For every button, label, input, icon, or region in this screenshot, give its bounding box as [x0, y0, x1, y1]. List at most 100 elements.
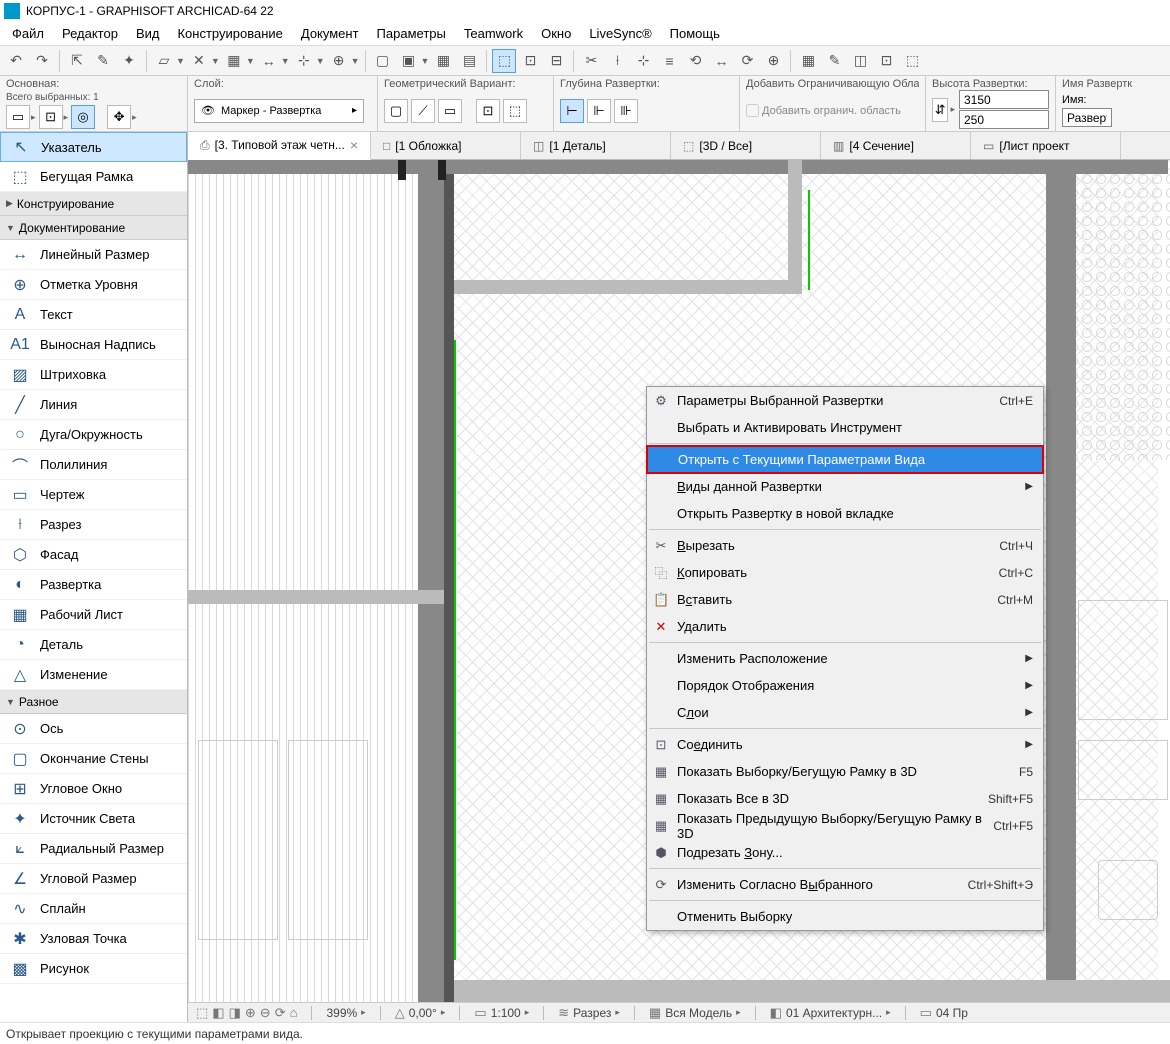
layer-dropdown[interactable]: 👁 Маркер - Развертка ▸ [194, 99, 364, 123]
eyedrop-button[interactable]: ✎ [91, 49, 115, 73]
height-icon[interactable]: ⇵ [932, 98, 948, 122]
dropdown-icon[interactable]: ▸ [31, 112, 36, 123]
v1-button[interactable]: ▦ [796, 49, 820, 73]
view-tab[interactable]: ⎙[3. Типовой этаж четн...× [188, 132, 371, 160]
v3-button[interactable]: ◫ [848, 49, 872, 73]
tool-Линия[interactable]: ╱Линия [0, 390, 187, 420]
tool-Выносная Надпись[interactable]: A1Выносная Надпись [0, 330, 187, 360]
tool-Рабочий Лист[interactable]: ▦Рабочий Лист [0, 600, 187, 630]
angle-value[interactable]: 0,00° [409, 1006, 437, 1020]
geom2[interactable]: ⟋ [411, 99, 435, 123]
tool-Радиальный Размер[interactable]: ⟀Радиальный Размер [0, 834, 187, 864]
sel3-button[interactable]: ▦ [431, 49, 455, 73]
group3-button[interactable]: ⊟ [544, 49, 568, 73]
dropdown-icon[interactable]: ▸ [441, 1007, 446, 1018]
ctx-item[interactable]: ⿻КопироватьCtrl+C [647, 559, 1043, 586]
depth3[interactable]: ⊪ [614, 99, 638, 123]
redo-button[interactable]: ↷ [30, 49, 54, 73]
tool-Угловое Окно[interactable]: ⊞Угловое Окно [0, 774, 187, 804]
dim-button[interactable]: ↔ [257, 49, 281, 73]
ctx-item[interactable]: Виды данной Развертки▶ [647, 473, 1043, 500]
sel-mode2[interactable]: ⊡ [39, 105, 63, 129]
tool-Штриховка[interactable]: ▨Штриховка [0, 360, 187, 390]
tool-Полилиния[interactable]: ⌒Полилиния [0, 450, 187, 480]
geom5[interactable]: ⬚ [503, 99, 527, 123]
dropdown-icon[interactable]: ▸ [886, 1007, 891, 1018]
dropdown-icon[interactable]: ▸ [525, 1007, 530, 1018]
ctx-item[interactable]: ⚙Параметры Выбранной РазверткиCtrl+E [647, 387, 1043, 414]
magic-button[interactable]: ✦ [117, 49, 141, 73]
view3[interactable]: 01 Архитектурн... [786, 1006, 882, 1020]
scale-value[interactable]: 1:100 [491, 1006, 521, 1020]
view-tab[interactable]: □[1 Обложка] [371, 132, 521, 159]
dropdown-icon[interactable]: ▸ [64, 112, 69, 123]
tool-group-header[interactable]: ▼Документирование [0, 216, 187, 240]
ctx-item[interactable]: ✂ВырезатьCtrl+Ч [647, 532, 1043, 559]
menu-помощь[interactable]: Помощь [662, 24, 728, 43]
tool-Линейный Размер[interactable]: ↔Линейный Размер [0, 240, 187, 270]
snap-button[interactable]: ⊹ [292, 49, 316, 73]
view-tab[interactable]: ▥[4 Сечение] [821, 132, 971, 159]
geom3[interactable]: ▭ [438, 99, 462, 123]
angle-button[interactable]: ▱ [152, 49, 176, 73]
dropdown-icon[interactable]: ▸ [736, 1007, 741, 1018]
plan-canvas[interactable]: ⚙Параметры Выбранной РазверткиCtrl+EВыбр… [188, 160, 1170, 1002]
coord-button[interactable]: ⊕ [327, 49, 351, 73]
edit3-button[interactable]: ⊹ [631, 49, 655, 73]
menu-файл[interactable]: Файл [4, 24, 52, 43]
ctx-item[interactable]: Открыть Развертку в новой вкладке [647, 500, 1043, 527]
group1-button[interactable]: ⬚ [492, 49, 516, 73]
edit2-button[interactable]: ⟊ [605, 49, 629, 73]
ctx-item[interactable]: ⬢Подрезать Зону... [647, 839, 1043, 866]
menu-livesync®[interactable]: LiveSync® [581, 24, 659, 43]
tool-Фасад[interactable]: ⬡Фасад [0, 540, 187, 570]
menu-документ[interactable]: Документ [293, 24, 367, 43]
ctx-item[interactable]: Изменить Расположение▶ [647, 645, 1043, 672]
sel-mode3[interactable]: ◎ [71, 105, 95, 129]
edit8-button[interactable]: ⊕ [761, 49, 785, 73]
view-tab[interactable]: ⬚[3D / Все] [671, 132, 821, 159]
tool-Узловая Точка[interactable]: ✱Узловая Точка [0, 924, 187, 954]
ctx-item[interactable]: Слои▶ [647, 699, 1043, 726]
tool-Текст[interactable]: AТекст [0, 300, 187, 330]
close-icon[interactable]: × [350, 137, 358, 153]
name-input[interactable] [1062, 108, 1112, 127]
tool-Источник Света[interactable]: ✦Источник Света [0, 804, 187, 834]
tool-Дуга/Окружность[interactable]: ○Дуга/Окружность [0, 420, 187, 450]
tool-Бегущая Рамка[interactable]: ⬚Бегущая Рамка [0, 162, 187, 192]
sel2-button[interactable]: ▣ [397, 49, 421, 73]
dropdown-icon[interactable]: ▸ [950, 104, 955, 115]
view-tab[interactable]: ◫[1 Деталь] [521, 132, 671, 159]
ctx-item[interactable]: ▦Показать Все в 3DShift+F5 [647, 785, 1043, 812]
tool-Разрез[interactable]: ⟊Разрез [0, 510, 187, 540]
menu-параметры[interactable]: Параметры [369, 24, 454, 43]
undo-button[interactable]: ↶ [4, 49, 28, 73]
group2-button[interactable]: ⊡ [518, 49, 542, 73]
sel4-button[interactable]: ▤ [457, 49, 481, 73]
menu-конструирование[interactable]: Конструирование [169, 24, 290, 43]
dropdown-icon[interactable]: ▸ [361, 1007, 366, 1018]
ctx-item[interactable]: ▦Показать Предыдущую Выборку/Бегущую Рам… [647, 812, 1043, 839]
dropdown-icon[interactable]: ▸ [615, 1007, 620, 1018]
tool-Развертка[interactable]: ◐Развертка [0, 570, 187, 600]
ctx-item[interactable]: Открыть с Текущими Параметрами Вида [646, 445, 1044, 474]
tool-group-header[interactable]: ▶Конструирование [0, 192, 187, 216]
dropdown-icon[interactable]: ▼ [246, 56, 255, 66]
v4-button[interactable]: ⊡ [874, 49, 898, 73]
tool-Окончание Стены[interactable]: ▢Окончание Стены [0, 744, 187, 774]
ctx-item[interactable]: ⟳Изменить Согласно ВыбранногоCtrl+Shift+… [647, 871, 1043, 898]
dropdown-icon[interactable]: ▼ [316, 56, 325, 66]
point-button[interactable]: ✕ [187, 49, 211, 73]
sel-mode1[interactable]: ▭ [6, 105, 30, 129]
tool-Отметка Уровня[interactable]: ⊕Отметка Уровня [0, 270, 187, 300]
view4[interactable]: 04 Пр [936, 1006, 968, 1020]
edit4-button[interactable]: ≡ [657, 49, 681, 73]
tool-Угловой Размер[interactable]: ∠Угловой Размер [0, 864, 187, 894]
tool-Указатель[interactable]: ↖Указатель [0, 132, 187, 162]
geom4[interactable]: ⊡ [476, 99, 500, 123]
edit5-button[interactable]: ⟲ [683, 49, 707, 73]
ctx-item[interactable]: Отменить Выборку [647, 903, 1043, 930]
tool-Чертеж[interactable]: ▭Чертеж [0, 480, 187, 510]
edit6-button[interactable]: ↔ [709, 49, 733, 73]
tool-group-header[interactable]: ▼Разное [0, 690, 187, 714]
